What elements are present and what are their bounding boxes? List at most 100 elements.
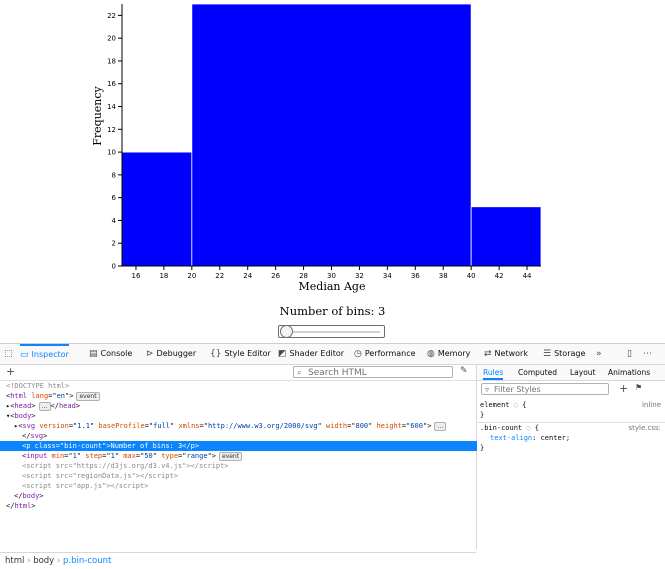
pick-element-icon: ⬚ [4,349,13,359]
y-tick-label: 0 [112,263,116,271]
breadcrumb-item[interactable]: body [33,556,55,566]
search-html-placeholder: Search HTML [308,368,367,378]
slider-thumb[interactable] [280,325,293,338]
tab-inspector[interactable]: ▭ Inspector [20,344,69,364]
sidebar-tabs: Rules Computed Layout Animations [477,365,665,381]
markup-node[interactable]: <html lang="en"> event [0,391,482,401]
markup-node[interactable]: </body> [14,492,44,500]
y-tick-label: 20 [107,35,116,43]
performance-icon: ◷ [354,349,362,359]
style-editor-icon: {} [210,349,222,359]
tab-style-editor[interactable]: {} Style Editor [210,344,271,364]
rule-source[interactable]: inline [641,401,661,409]
markup-node[interactable]: <script src="app.js"></script> [22,482,149,490]
bin-count-slider[interactable] [278,325,385,338]
divider [477,422,665,423]
breadcrumb-item[interactable]: html [5,556,25,566]
more-tools-button[interactable]: » [596,344,602,364]
markup-node-selected[interactable]: <p class="bin-count">Number of bins: 3</… [0,441,498,451]
bin-count-label: Number of bins: 3 [279,304,386,318]
tab-label: Memory [437,349,471,358]
x-tick-label: 26 [271,272,280,280]
add-rule-button[interactable]: + [619,382,628,395]
inspector-icon: ▭ [20,350,29,360]
add-node-button[interactable]: + [6,365,15,379]
x-tick-label: 34 [383,272,392,280]
x-tick-label: 30 [327,272,336,280]
y-tick-label: 22 [107,12,116,20]
pseudo-class-icon: ⚑ [635,383,643,392]
debugger-icon: ⊳ [146,349,154,359]
rule-selector: .bin-count [480,424,523,432]
markup-node[interactable]: ▾<body> [6,412,36,420]
search-html-input[interactable]: ⌕ Search HTML [293,366,453,378]
options-menu-button[interactable]: ⋯ [643,344,652,364]
histogram-bar [470,206,542,267]
x-tick-label: 28 [299,272,308,280]
x-tick-label: 32 [355,272,364,280]
tab-label: Inspector [31,350,69,359]
tab-label: Performance [364,349,416,358]
sidebar-tab-computed[interactable]: Computed [518,368,557,377]
markup-node[interactable]: <script src="regionData.js"></script> [22,472,178,480]
x-tick-label: 24 [243,272,252,280]
sidebar-tab-layout[interactable]: Layout [570,368,596,377]
y-axis-label: Frequency [91,85,104,145]
rule-gear-icon: ◌ [513,401,518,409]
x-tick-label: 20 [187,272,196,280]
rule-source[interactable]: style.css: [628,424,661,432]
breadcrumb-separator-icon: › [54,556,64,566]
tab-shader-editor[interactable]: ◩ Shader Editor [278,344,344,364]
tab-console[interactable]: ▤ Console [89,344,132,364]
rule-selector: element [480,401,510,409]
markup-node[interactable]: </html> [6,502,36,510]
rule-declaration[interactable]: text-align: center; [490,434,571,442]
slider-track[interactable] [283,331,380,333]
markup-toolbar: + ⌕ Search HTML ✎ [0,365,476,381]
histogram-bar [191,3,472,267]
tab-label: Debugger [156,349,197,358]
filter-icon: ▿ [485,385,490,394]
markup-node[interactable]: <!DOCTYPE html> [6,382,70,390]
devtools-toolbar: ⬚ ▭ Inspector ▤ Console ⊳ Debugger {} Style Edi… [0,344,665,365]
tab-memory[interactable]: ◍ Memory [427,344,470,364]
sidebar-tab-animations[interactable]: Animations [608,368,651,377]
rule-close-brace: } [480,444,485,452]
tab-debugger[interactable]: ⊳ Debugger [146,344,196,364]
markup-node[interactable]: <script src="https://d3js.org/d3.v4.js">… [22,462,229,470]
y-tick-label: 16 [107,80,116,88]
eyedropper-button[interactable]: ✎ [460,366,468,376]
tab-storage[interactable]: ☰ Storage [543,344,585,364]
histogram-bar [121,151,193,267]
markup-node[interactable]: </svg> [22,432,48,440]
markup-node[interactable]: <input min="1" step="1" max="50" type="r… [0,451,498,461]
y-tick-label: 6 [112,194,117,202]
tab-performance[interactable]: ◷ Performance [354,344,416,364]
plus-icon: + [619,382,629,395]
filter-styles-input[interactable]: ▿ Filter Styles [481,383,609,395]
dock-button[interactable]: ▯ [627,344,632,364]
tab-label: Storage [554,349,586,358]
breadcrumb-item[interactable]: p.bin-count [63,556,112,566]
tab-network[interactable]: ⇄ Network [484,344,528,364]
chevron-double-right-icon: » [596,349,602,359]
markup-node[interactable]: ▸<svg version="1.1" baseProfile="full" x… [0,421,490,431]
markup-pane: + ⌕ Search HTML ✎ <!DOCTYPE html> <html l… [0,365,498,566]
x-axis-label: Median Age [299,280,366,293]
toggle-pseudo-classes-button[interactable]: ⚑ [635,383,642,392]
devtools-panel: ⬚ ▭ Inspector ▤ Console ⊳ Debugger {} Style Edi… [0,343,665,566]
rule-bin-count: .bin-count ◌ { style.css: [480,424,661,432]
sidebar-tab-rules[interactable]: Rules [483,365,504,380]
property-name[interactable]: text-align [490,434,533,442]
markup-node[interactable]: ▸<head>… </head> [6,401,81,411]
x-tick-label: 40 [467,272,476,280]
shader-editor-icon: ◩ [278,349,287,359]
property-value[interactable]: center [540,434,566,442]
network-icon: ⇄ [484,349,492,359]
tab-label: Network [494,349,528,358]
pick-element-button[interactable]: ⬚ [4,344,13,364]
storage-icon: ☰ [543,349,552,359]
tab-label: Console [100,349,133,358]
y-tick-label: 10 [107,149,116,157]
